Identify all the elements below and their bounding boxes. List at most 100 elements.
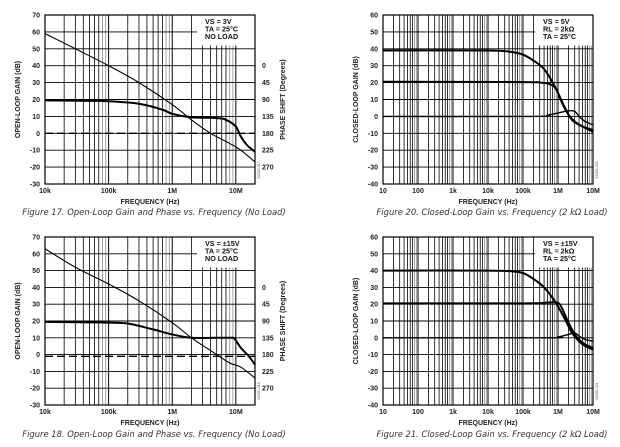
y-tick-label: 20 (32, 97, 40, 104)
y2-tick-label: 270 (262, 386, 274, 393)
y2-tick-label: 225 (262, 148, 274, 155)
x-tick-label: 10M (586, 409, 600, 416)
y-tick-label: -20 (368, 369, 378, 376)
y-tick-label: 20 (370, 302, 378, 309)
x-tick-label: 100k (101, 188, 117, 195)
y-tick-label: 50 (32, 46, 40, 53)
y-tick-label: 0 (36, 131, 40, 138)
x-tick-label: 100 (412, 409, 424, 416)
y-tick-label: 10 (370, 97, 378, 104)
legend-entry: RL = 2kΩ (543, 25, 575, 34)
x-tick-label: 10M (229, 409, 243, 416)
y-tick-label: 50 (32, 268, 40, 275)
x-axis-label: FREQUENCY (Hz) (121, 199, 180, 206)
x-tick-label: 10k (39, 188, 51, 195)
legend-entry: VS = 3V (205, 17, 232, 26)
plot-frame (382, 236, 594, 406)
series-line-1 (382, 301, 594, 349)
x-axis-label: FREQUENCY (Hz) (459, 420, 518, 427)
y-tick-label: 70 (32, 13, 40, 20)
y2-axis-label: PHASE SHIFT (Degrees) (280, 281, 287, 362)
figure-code: 03250-020 (595, 161, 599, 178)
series-line-0 (382, 269, 594, 351)
x-tick-label: 100k (101, 409, 117, 416)
series-line-1 (44, 320, 256, 366)
y-tick-label: -40 (368, 403, 378, 410)
y-tick-label: 60 (32, 29, 40, 36)
y-tick-label: 60 (370, 13, 378, 20)
x-tick-label: 1M (167, 188, 177, 195)
y-tick-label: -10 (30, 148, 40, 155)
y2-tick-label: 90 (262, 319, 270, 326)
x-tick-label: 1M (553, 188, 563, 195)
y-axis-label: CLOSED-LOOP GAIN (dB) (353, 56, 360, 143)
legend-entry: TA = 25°C (543, 32, 576, 41)
y2-tick-label: 270 (262, 165, 274, 172)
y-tick-label: 0 (374, 335, 378, 342)
legend-entry: TA = 25°C (205, 247, 238, 256)
x-tick-label: 1M (167, 409, 177, 416)
y-tick-label: -20 (368, 148, 378, 155)
y-tick-label: 20 (32, 319, 40, 326)
legend-box (535, 237, 593, 268)
plot-frame (382, 14, 594, 185)
x-tick-label: 10k (39, 409, 51, 416)
legend-entry: VS = ±15V (205, 239, 240, 248)
y-axis-label: OPEN-LOOP GAIN (dB) (15, 282, 22, 359)
y2-tick-label: 0 (262, 63, 266, 70)
legend-entry: RL = 2kΩ (543, 247, 575, 256)
figure-code: 03250-018 (257, 382, 261, 399)
y-tick-label: 30 (32, 80, 40, 87)
y-tick-label: 50 (370, 251, 378, 258)
legend-entry: NO LOAD (205, 254, 238, 263)
series-line-1 (382, 80, 594, 131)
y-tick-label: -10 (368, 131, 378, 138)
y-tick-label: 0 (374, 114, 378, 121)
y-tick-label: 40 (32, 63, 40, 70)
series-line-0 (44, 248, 256, 379)
y-tick-label: 10 (32, 114, 40, 121)
x-tick-label: 10M (586, 188, 600, 195)
y2-tick-label: 45 (262, 302, 270, 309)
y-tick-label: 40 (370, 46, 378, 53)
y2-axis-label: PHASE SHIFT (Degrees) (280, 59, 287, 140)
plot-frame (44, 14, 256, 185)
y-tick-label: 10 (32, 335, 40, 342)
x-axis-label: FREQUENCY (Hz) (459, 199, 518, 206)
y-tick-label: 30 (370, 285, 378, 292)
x-tick-label: 10 (379, 188, 387, 195)
x-tick-label: 1k (449, 188, 457, 195)
figure-caption: Figure 21. Closed-Loop Gain vs. Frequenc… (376, 429, 607, 439)
x-tick-label: 1k (449, 409, 457, 416)
y-tick-label: -30 (30, 403, 40, 410)
x-tick-label: 1M (553, 409, 563, 416)
y2-tick-label: 135 (262, 114, 274, 121)
figure-code: 03250-021 (595, 382, 599, 399)
y-tick-label: -40 (368, 182, 378, 189)
y-tick-label: -20 (30, 386, 40, 393)
legend-box (535, 15, 593, 46)
x-tick-label: 10k (482, 409, 494, 416)
plot-frame (44, 236, 256, 406)
x-tick-label: 100k (515, 409, 531, 416)
y-tick-label: 20 (370, 80, 378, 87)
legend-entry: NO LOAD (205, 32, 238, 41)
x-tick-label: 10M (229, 188, 243, 195)
series-line-0 (44, 33, 256, 163)
legend-entry: TA = 25°C (543, 254, 576, 263)
y-tick-label: 10 (370, 319, 378, 326)
y-tick-label: 30 (370, 63, 378, 70)
y-axis-label: CLOSED-LOOP GAIN (dB) (353, 278, 360, 365)
y2-tick-label: 225 (262, 369, 274, 376)
legend-entry: TA = 25°C (205, 25, 238, 34)
y-tick-label: -20 (30, 165, 40, 172)
x-tick-label: 100 (412, 188, 424, 195)
figure-caption: Figure 20. Closed-Loop Gain vs. Frequenc… (376, 207, 607, 217)
figure-caption: Figure 18. Open-Loop Gain and Phase vs. … (22, 429, 286, 439)
y-tick-label: -30 (368, 386, 378, 393)
figure-code: 03250-017 (257, 161, 261, 178)
y-axis-label: OPEN-LOOP GAIN (dB) (15, 61, 22, 138)
